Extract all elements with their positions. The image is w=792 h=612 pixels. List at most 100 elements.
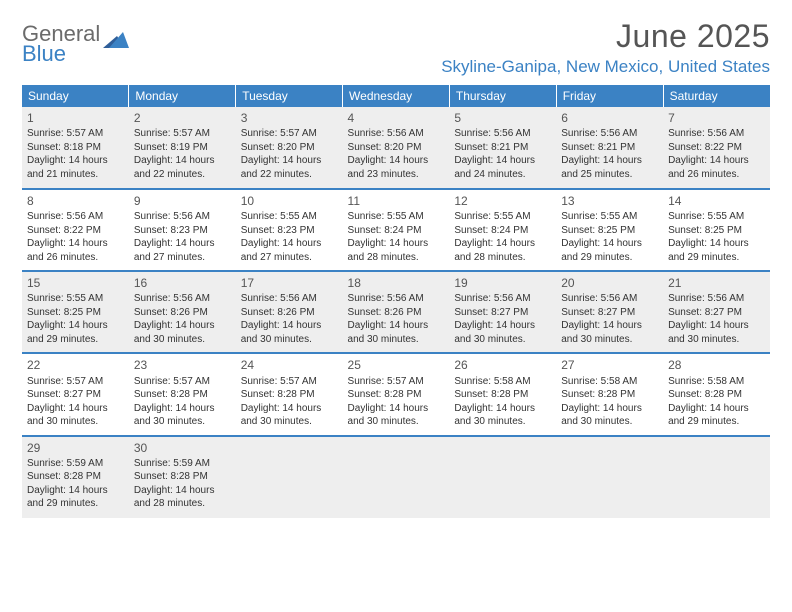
weekday-header: Friday	[556, 85, 663, 107]
day-number: 13	[561, 193, 658, 209]
daylight-line: Daylight: 14 hours and 27 minutes.	[241, 237, 338, 264]
sunset-line: Sunset: 8:26 PM	[134, 306, 231, 320]
sunset-line: Sunset: 8:28 PM	[454, 388, 551, 402]
sunrise-line: Sunrise: 5:57 AM	[134, 127, 231, 141]
day-number: 8	[27, 193, 124, 209]
sunrise-line: Sunrise: 5:58 AM	[668, 375, 765, 389]
calendar-week-row: 29Sunrise: 5:59 AMSunset: 8:28 PMDayligh…	[22, 436, 770, 518]
location-subtitle: Skyline-Ganipa, New Mexico, United State…	[441, 57, 770, 77]
weekday-header: Sunday	[22, 85, 129, 107]
calendar-day-cell: 6Sunrise: 5:56 AMSunset: 8:21 PMDaylight…	[556, 107, 663, 189]
weekday-header: Wednesday	[343, 85, 450, 107]
sunrise-line: Sunrise: 5:55 AM	[454, 210, 551, 224]
calendar-day-cell: 4Sunrise: 5:56 AMSunset: 8:20 PMDaylight…	[343, 107, 450, 189]
sunrise-line: Sunrise: 5:57 AM	[241, 375, 338, 389]
sunrise-line: Sunrise: 5:56 AM	[134, 210, 231, 224]
daylight-line: Daylight: 14 hours and 30 minutes.	[454, 402, 551, 429]
calendar-day-cell: 17Sunrise: 5:56 AMSunset: 8:26 PMDayligh…	[236, 271, 343, 353]
daylight-line: Daylight: 14 hours and 30 minutes.	[348, 319, 445, 346]
day-number: 27	[561, 357, 658, 373]
sunrise-line: Sunrise: 5:56 AM	[668, 127, 765, 141]
sunrise-line: Sunrise: 5:58 AM	[561, 375, 658, 389]
day-number: 22	[27, 357, 124, 373]
daylight-line: Daylight: 14 hours and 26 minutes.	[27, 237, 124, 264]
daylight-line: Daylight: 14 hours and 28 minutes.	[134, 484, 231, 511]
sunrise-line: Sunrise: 5:56 AM	[668, 292, 765, 306]
day-number: 15	[27, 275, 124, 291]
daylight-line: Daylight: 14 hours and 30 minutes.	[241, 319, 338, 346]
weekday-header: Saturday	[663, 85, 770, 107]
sunrise-line: Sunrise: 5:55 AM	[668, 210, 765, 224]
calendar-week-row: 22Sunrise: 5:57 AMSunset: 8:27 PMDayligh…	[22, 353, 770, 435]
day-number: 5	[454, 110, 551, 126]
calendar-day-cell: 1Sunrise: 5:57 AMSunset: 8:18 PMDaylight…	[22, 107, 129, 189]
daylight-line: Daylight: 14 hours and 29 minutes.	[27, 484, 124, 511]
brand-text: General Blue	[22, 24, 100, 64]
calendar-day-cell	[663, 436, 770, 518]
daylight-line: Daylight: 14 hours and 24 minutes.	[454, 154, 551, 181]
day-number: 23	[134, 357, 231, 373]
sunrise-line: Sunrise: 5:56 AM	[241, 292, 338, 306]
daylight-line: Daylight: 14 hours and 28 minutes.	[454, 237, 551, 264]
calendar-day-cell: 8Sunrise: 5:56 AMSunset: 8:22 PMDaylight…	[22, 189, 129, 271]
calendar-day-cell: 28Sunrise: 5:58 AMSunset: 8:28 PMDayligh…	[663, 353, 770, 435]
calendar-day-cell: 30Sunrise: 5:59 AMSunset: 8:28 PMDayligh…	[129, 436, 236, 518]
day-number: 2	[134, 110, 231, 126]
sunrise-line: Sunrise: 5:57 AM	[27, 127, 124, 141]
sunrise-line: Sunrise: 5:57 AM	[241, 127, 338, 141]
calendar-body: 1Sunrise: 5:57 AMSunset: 8:18 PMDaylight…	[22, 107, 770, 518]
sunset-line: Sunset: 8:28 PM	[561, 388, 658, 402]
sunrise-line: Sunrise: 5:55 AM	[241, 210, 338, 224]
day-number: 30	[134, 440, 231, 456]
daylight-line: Daylight: 14 hours and 30 minutes.	[348, 402, 445, 429]
calendar-day-cell: 10Sunrise: 5:55 AMSunset: 8:23 PMDayligh…	[236, 189, 343, 271]
calendar-day-cell: 2Sunrise: 5:57 AMSunset: 8:19 PMDaylight…	[129, 107, 236, 189]
sunset-line: Sunset: 8:18 PM	[27, 141, 124, 155]
daylight-line: Daylight: 14 hours and 30 minutes.	[241, 402, 338, 429]
calendar-day-cell: 22Sunrise: 5:57 AMSunset: 8:27 PMDayligh…	[22, 353, 129, 435]
calendar-day-cell: 27Sunrise: 5:58 AMSunset: 8:28 PMDayligh…	[556, 353, 663, 435]
calendar-day-cell: 23Sunrise: 5:57 AMSunset: 8:28 PMDayligh…	[129, 353, 236, 435]
calendar-day-cell: 5Sunrise: 5:56 AMSunset: 8:21 PMDaylight…	[449, 107, 556, 189]
calendar-week-row: 15Sunrise: 5:55 AMSunset: 8:25 PMDayligh…	[22, 271, 770, 353]
calendar-day-cell: 19Sunrise: 5:56 AMSunset: 8:27 PMDayligh…	[449, 271, 556, 353]
daylight-line: Daylight: 14 hours and 29 minutes.	[27, 319, 124, 346]
calendar-day-cell: 9Sunrise: 5:56 AMSunset: 8:23 PMDaylight…	[129, 189, 236, 271]
day-number: 16	[134, 275, 231, 291]
sunset-line: Sunset: 8:28 PM	[134, 388, 231, 402]
flag-icon	[103, 30, 129, 57]
weekday-header: Thursday	[449, 85, 556, 107]
daylight-line: Daylight: 14 hours and 21 minutes.	[27, 154, 124, 181]
sunset-line: Sunset: 8:20 PM	[241, 141, 338, 155]
day-number: 28	[668, 357, 765, 373]
day-number: 6	[561, 110, 658, 126]
daylight-line: Daylight: 14 hours and 29 minutes.	[668, 237, 765, 264]
sunrise-line: Sunrise: 5:57 AM	[27, 375, 124, 389]
calendar-day-cell: 29Sunrise: 5:59 AMSunset: 8:28 PMDayligh…	[22, 436, 129, 518]
daylight-line: Daylight: 14 hours and 30 minutes.	[134, 402, 231, 429]
calendar-day-cell	[236, 436, 343, 518]
weekday-header: Tuesday	[236, 85, 343, 107]
sunrise-line: Sunrise: 5:59 AM	[27, 457, 124, 471]
calendar-day-cell: 12Sunrise: 5:55 AMSunset: 8:24 PMDayligh…	[449, 189, 556, 271]
day-number: 24	[241, 357, 338, 373]
calendar-day-cell: 20Sunrise: 5:56 AMSunset: 8:27 PMDayligh…	[556, 271, 663, 353]
sunrise-line: Sunrise: 5:56 AM	[454, 127, 551, 141]
sunset-line: Sunset: 8:27 PM	[561, 306, 658, 320]
calendar-day-cell: 11Sunrise: 5:55 AMSunset: 8:24 PMDayligh…	[343, 189, 450, 271]
sunset-line: Sunset: 8:24 PM	[348, 224, 445, 238]
sunset-line: Sunset: 8:28 PM	[348, 388, 445, 402]
daylight-line: Daylight: 14 hours and 27 minutes.	[134, 237, 231, 264]
page-header: General Blue June 2025 Skyline-Ganipa, N…	[22, 18, 770, 77]
calendar-day-cell: 25Sunrise: 5:57 AMSunset: 8:28 PMDayligh…	[343, 353, 450, 435]
sunset-line: Sunset: 8:25 PM	[561, 224, 658, 238]
day-number: 9	[134, 193, 231, 209]
day-number: 10	[241, 193, 338, 209]
brand-line2: Blue	[22, 44, 100, 64]
sunset-line: Sunset: 8:24 PM	[454, 224, 551, 238]
sunset-line: Sunset: 8:21 PM	[561, 141, 658, 155]
day-number: 1	[27, 110, 124, 126]
daylight-line: Daylight: 14 hours and 23 minutes.	[348, 154, 445, 181]
calendar-day-cell: 15Sunrise: 5:55 AMSunset: 8:25 PMDayligh…	[22, 271, 129, 353]
daylight-line: Daylight: 14 hours and 30 minutes.	[27, 402, 124, 429]
